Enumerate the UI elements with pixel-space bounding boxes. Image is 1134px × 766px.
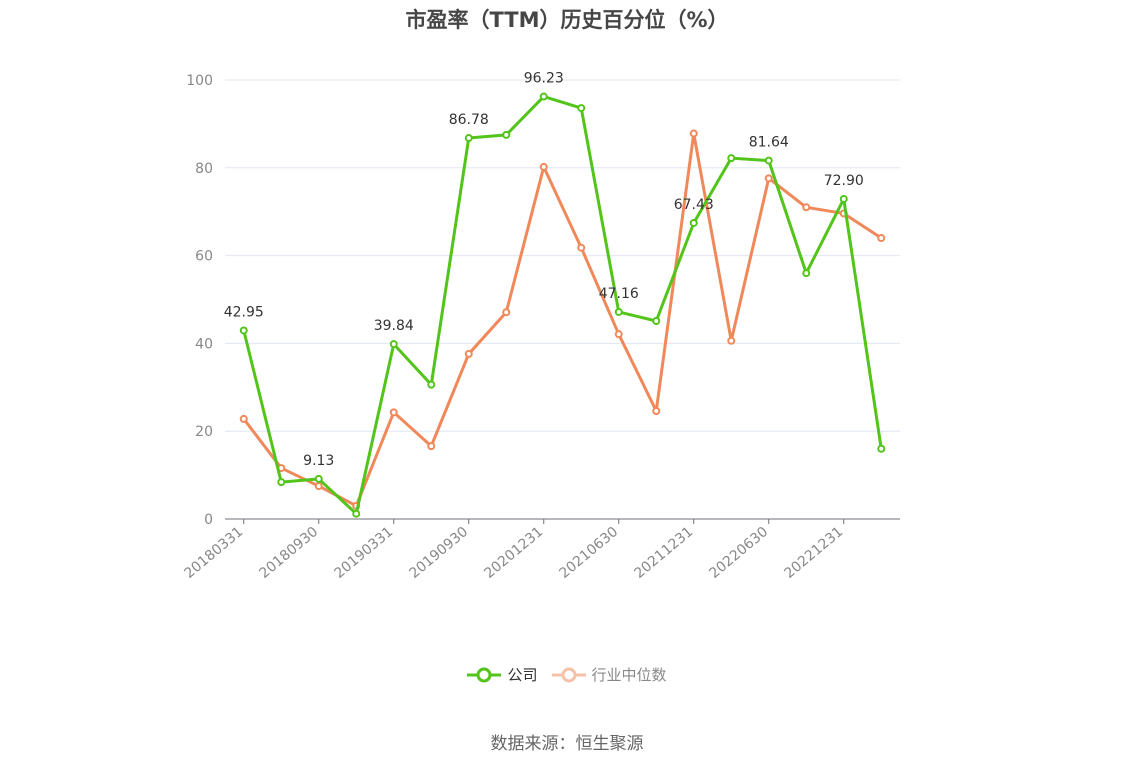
data-point-industry (577, 243, 586, 252)
data-label: 86.78 (449, 112, 489, 128)
data-point-industry (764, 174, 773, 183)
x-tick-label: 20190331 (331, 524, 396, 582)
data-label: 39.84 (374, 318, 414, 334)
legend-company-label: 公司 (507, 666, 538, 684)
data-label: 81.64 (749, 135, 789, 151)
chart-title: 市盈率（TTM）历史百分位（%） (405, 8, 729, 32)
data-point-industry (427, 442, 436, 451)
legend: 公司 行业中位数 (0, 664, 1134, 685)
data-label: 67.43 (674, 197, 714, 213)
data-point-company (277, 478, 286, 487)
y-tick-label: 100 (186, 73, 213, 89)
data-point-company (614, 307, 623, 316)
legend-item-company[interactable]: 公司 (467, 664, 538, 685)
x-tick-label: 20210630 (556, 524, 621, 582)
data-label: 96.23 (524, 71, 564, 87)
y-tick-label: 20 (195, 424, 213, 440)
legend-item-industry[interactable]: 行业中位数 (551, 664, 667, 685)
data-point-industry (652, 407, 661, 416)
legend-industry-marker-icon (551, 667, 586, 682)
series-line-company (242, 95, 883, 516)
data-point-industry (689, 129, 698, 138)
data-point-industry (239, 414, 248, 423)
grid-layer (225, 79, 900, 432)
y-tick-label: 80 (195, 161, 213, 177)
data-point-industry (502, 308, 511, 317)
data-label: 42.95 (224, 304, 264, 320)
data-point-industry (314, 482, 323, 491)
x-tick-label: 20190930 (406, 524, 471, 582)
data-point-company (389, 340, 398, 349)
data-label: 9.13 (303, 453, 334, 469)
x-tick-label: 20180930 (256, 524, 321, 582)
data-point-industry (727, 336, 736, 345)
data-point-industry (389, 408, 398, 417)
data-point-company (877, 444, 886, 453)
axis-layer: 0 20 40 60 80 100 20180331 20180930 20190331 2019… (181, 73, 900, 582)
data-point-company (352, 509, 361, 518)
data-point-company (502, 130, 511, 139)
data-point-company (652, 317, 661, 326)
data-point-industry (614, 330, 623, 339)
data-point-company (802, 269, 811, 278)
series-line-industry (242, 132, 883, 508)
data-point-company (577, 104, 586, 113)
x-tick-label: 20201231 (481, 524, 546, 582)
data-point-company (839, 194, 848, 203)
legend-industry-label: 行业中位数 (591, 666, 667, 684)
legend-company-marker-icon (467, 667, 502, 682)
y-tick-label: 40 (195, 336, 213, 352)
x-tick-label: 20220630 (706, 524, 771, 582)
data-point-company (539, 92, 548, 101)
data-point-company (764, 156, 773, 165)
data-point-industry (539, 162, 548, 171)
x-tick-label: 20211231 (631, 524, 696, 582)
source-note: 数据来源：恒生聚源 (490, 734, 644, 754)
data-point-industry (802, 203, 811, 212)
series-layer (239, 92, 886, 518)
x-tick-label: 20221231 (781, 524, 846, 582)
y-tick-label: 60 (195, 249, 213, 265)
data-point-company (689, 218, 698, 227)
data-point-company (464, 134, 473, 143)
data-label: 72.90 (824, 173, 864, 189)
data-label-layer: 42.95 9.13 39.84 86.78 96.23 47.16 67.43 81.64 7… (224, 71, 864, 469)
data-point-company (314, 474, 323, 483)
x-tick-label: 20180331 (181, 524, 246, 582)
data-point-company (239, 326, 248, 335)
y-tick-label: 0 (204, 512, 213, 528)
data-label: 47.16 (599, 286, 639, 302)
data-point-industry (464, 349, 473, 358)
data-point-industry (877, 234, 886, 243)
data-point-company (727, 154, 736, 163)
data-point-company (427, 380, 436, 389)
